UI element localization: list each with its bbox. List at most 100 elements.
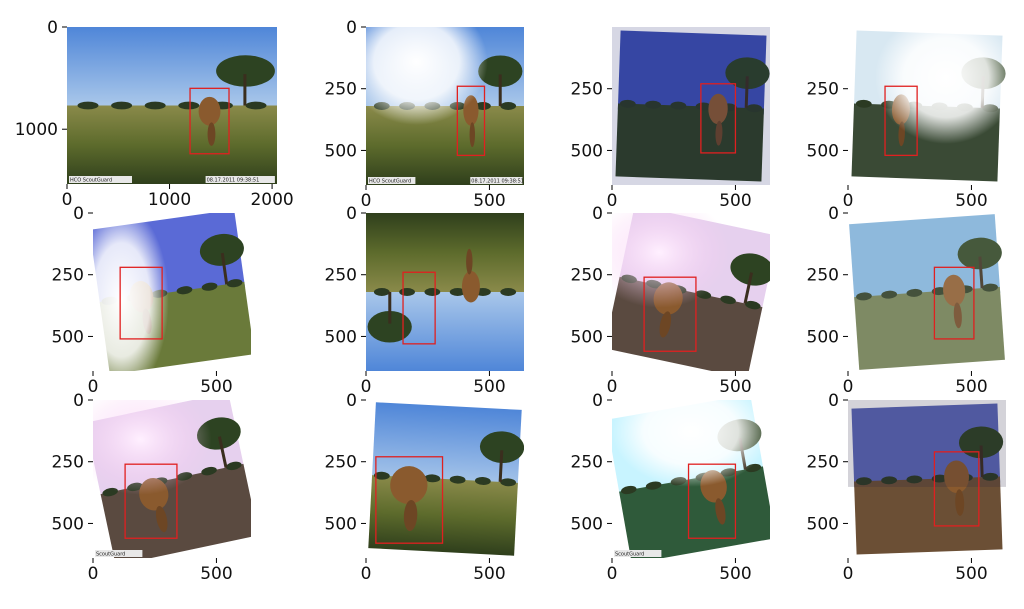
bounding-box	[700, 83, 737, 154]
bounding-box	[933, 451, 980, 527]
antelope	[198, 96, 221, 126]
y-tick-label: 0	[47, 18, 58, 38]
y-tick-label: 0	[592, 391, 603, 411]
y-tick-label: 500	[571, 514, 603, 534]
y-tick-label: 0	[828, 391, 839, 411]
x-tick-label: 500	[200, 564, 232, 584]
subplot-9: ScoutGuard 0 500 0 250 500	[52, 391, 251, 584]
subplot-5: 0 500 0 250 500	[52, 204, 251, 397]
y-tick-label: 500	[807, 141, 839, 161]
y-tick-label: 250	[325, 80, 357, 100]
x-tick-label: 500	[719, 564, 751, 584]
antelope	[944, 460, 970, 494]
y-tick-label: 500	[807, 514, 839, 534]
camera-image	[612, 27, 770, 185]
camera-image	[366, 213, 524, 371]
bounding-box	[402, 271, 436, 345]
camera-image: ScoutGuard	[612, 400, 770, 558]
x-tick-label: 0	[607, 564, 618, 584]
bounding-box	[189, 87, 230, 155]
y-tick-label: 0	[346, 391, 357, 411]
y-tick-label: 500	[52, 514, 84, 534]
bounding-box	[119, 266, 163, 340]
y-tick-label: 500	[571, 141, 603, 161]
subplot-7: 0 500 0 250 500	[571, 204, 770, 397]
x-tick-label: 500	[200, 377, 232, 397]
camera-image	[612, 213, 770, 371]
x-tick-label: 0	[843, 191, 854, 211]
x-tick-label: 0	[62, 190, 73, 210]
x-tick-label: 2000	[250, 190, 293, 210]
y-tick-label: 0	[592, 204, 603, 224]
antelope	[943, 274, 966, 307]
subplot-4: 0 500 250 500	[807, 27, 1006, 211]
camera-image	[93, 213, 251, 371]
x-tick-label: 0	[843, 564, 854, 584]
camera-stamp-bg	[69, 176, 132, 183]
bounding-box	[643, 276, 697, 352]
camera-stamp-bg	[368, 177, 416, 184]
y-tick-label: 0	[828, 204, 839, 224]
bounding-box	[375, 456, 444, 544]
y-tick-label: 500	[325, 327, 357, 347]
x-tick-label: 500	[955, 564, 987, 584]
camera-stamp-bg	[470, 177, 523, 184]
subplot-3: 0 500 250 500	[571, 27, 770, 211]
bounding-box	[456, 85, 486, 157]
x-tick-label: 0	[843, 377, 854, 397]
y-tick-label: 500	[325, 141, 357, 161]
y-tick-label: 0	[346, 204, 357, 224]
y-tick-label: 250	[325, 453, 357, 473]
camera-stamp-bg	[205, 176, 275, 183]
y-tick-label: 250	[571, 453, 603, 473]
x-tick-label: 0	[361, 564, 372, 584]
y-tick-label: 250	[807, 80, 839, 100]
camera-image: ScoutGuard	[93, 400, 251, 558]
x-tick-label: 500	[719, 377, 751, 397]
subplot-12: 0 500 0 250 500	[807, 391, 1006, 584]
x-tick-label: 0	[88, 564, 99, 584]
camera-stamp-bg	[95, 550, 143, 557]
camera-stamp-text: HCO ScoutGuard	[369, 179, 411, 185]
bounding-box	[687, 463, 737, 539]
subplot-11: ScoutGuard 0 500 0 250 500	[571, 391, 770, 584]
camera-image	[848, 400, 1006, 555]
camera-image: HCO ScoutGuard 08.17.2011 09:38:51	[67, 27, 277, 184]
camera-stamp-text: 08.17.2011 09:38:51	[207, 178, 260, 184]
camera-stamp-text: 08.17.2011 09:38:51	[471, 179, 524, 185]
camera-image: HCO ScoutGuard 08.17.2011 09:38:51	[366, 27, 524, 185]
subplot-10: 0 500 0 250 500	[325, 391, 524, 584]
y-tick-label: 500	[807, 327, 839, 347]
bounding-box	[124, 463, 178, 539]
y-tick-label: 0	[73, 204, 84, 224]
y-tick-label: 250	[325, 266, 357, 286]
x-tick-label: 1000	[148, 190, 191, 210]
y-tick-label: 0	[73, 391, 84, 411]
camera-stamp-text: ScoutGuard	[615, 552, 644, 558]
camera-stamp-bg	[614, 550, 662, 557]
y-tick-label: 500	[325, 514, 357, 534]
y-tick-label: 0	[346, 18, 357, 38]
y-tick-label: 250	[571, 80, 603, 100]
x-tick-label: 0	[607, 191, 618, 211]
camera-stamp-text: HCO ScoutGuard	[70, 178, 112, 184]
camera-image	[851, 27, 1006, 182]
antelope	[708, 93, 728, 125]
camera-image	[368, 402, 524, 556]
x-tick-label: 500	[955, 191, 987, 211]
x-tick-label: 500	[473, 377, 505, 397]
x-tick-label: 500	[719, 191, 751, 211]
subplot-8: 0 500 0 250 500	[807, 204, 1006, 397]
subplot-2: HCO ScoutGuard 08.17.2011 09:38:51 0 500 0 25…	[325, 18, 524, 211]
x-tick-label: 500	[473, 191, 505, 211]
y-tick-label: 1000	[15, 120, 58, 140]
x-tick-label: 0	[607, 377, 618, 397]
y-tick-label: 250	[52, 266, 84, 286]
x-tick-label: 500	[955, 377, 987, 397]
x-tick-label: 0	[361, 377, 372, 397]
x-tick-label: 0	[88, 377, 99, 397]
y-tick-label: 250	[52, 453, 84, 473]
y-tick-label: 250	[807, 266, 839, 286]
camera-stamp-text: ScoutGuard	[96, 552, 125, 558]
bounding-box	[933, 266, 975, 340]
